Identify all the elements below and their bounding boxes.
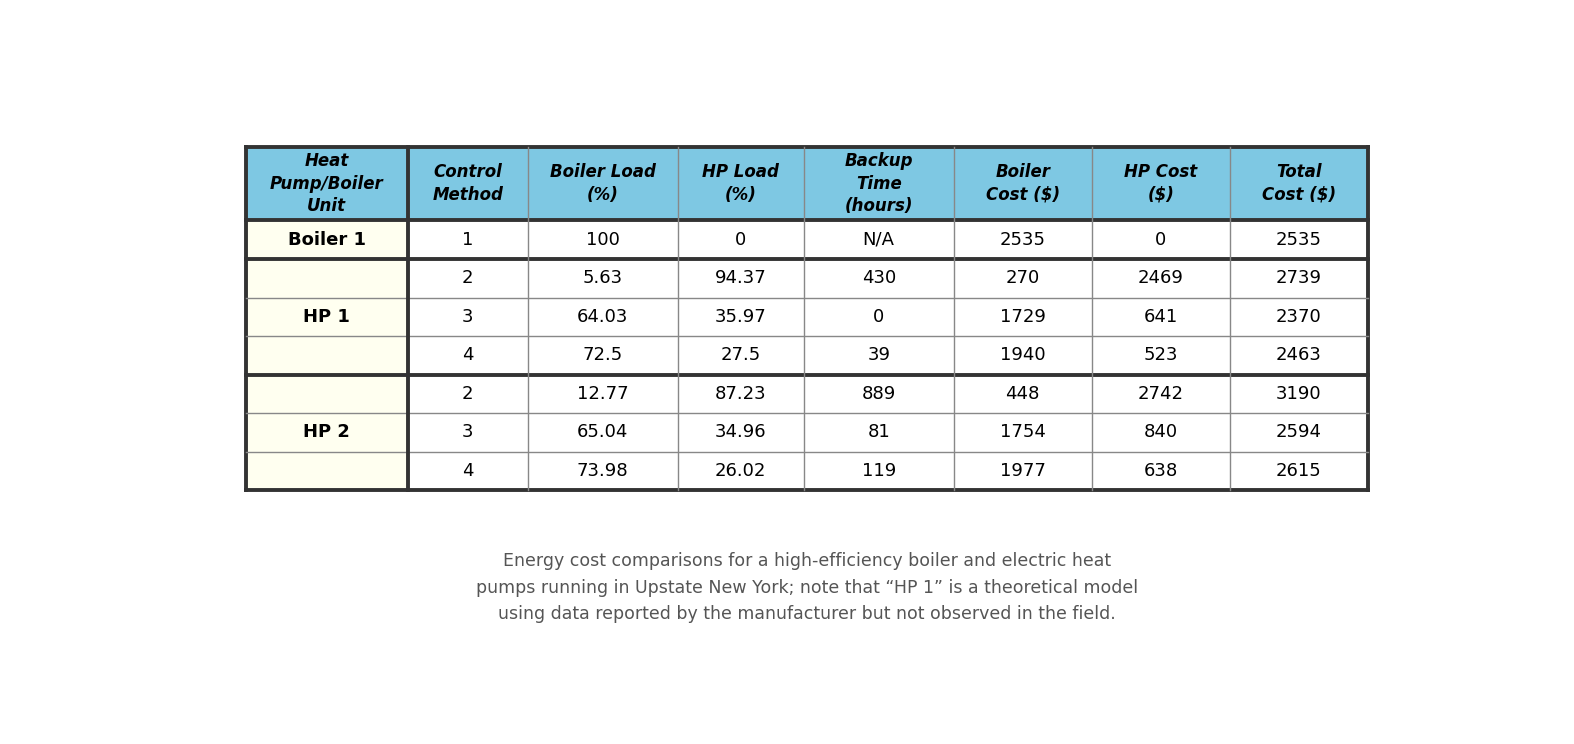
Text: Backup
Time
(hours): Backup Time (hours) [844, 153, 913, 215]
Text: 2535: 2535 [1277, 231, 1322, 248]
Text: 2739: 2739 [1277, 269, 1322, 287]
Text: 2: 2 [461, 385, 474, 403]
Text: 0: 0 [874, 308, 885, 326]
Text: HP 2: HP 2 [304, 423, 349, 441]
Text: Energy cost comparisons for a high-efficiency boiler and electric heat
pumps run: Energy cost comparisons for a high-effic… [475, 552, 1138, 623]
Text: 2469: 2469 [1138, 269, 1184, 287]
Text: Boiler 1: Boiler 1 [288, 231, 365, 248]
Text: 100: 100 [586, 231, 620, 248]
Text: 1754: 1754 [999, 423, 1045, 441]
Text: 430: 430 [861, 269, 896, 287]
Text: 73.98: 73.98 [576, 462, 628, 480]
Text: 641: 641 [1144, 308, 1177, 326]
Text: 1940: 1940 [999, 347, 1045, 365]
Text: 1: 1 [461, 231, 474, 248]
Text: 0: 0 [1155, 231, 1166, 248]
Text: 39: 39 [867, 347, 891, 365]
Text: Total
Cost ($): Total Cost ($) [1262, 164, 1336, 204]
Text: N/A: N/A [863, 231, 894, 248]
Bar [408, 220, 527, 490]
Text: 94.37: 94.37 [715, 269, 767, 287]
Text: 65.04: 65.04 [578, 423, 628, 441]
Text: 889: 889 [861, 385, 896, 403]
Text: 1977: 1977 [999, 462, 1045, 480]
Text: Heat
Pump/Boiler
Unit: Heat Pump/Boiler Unit [269, 153, 384, 215]
Text: 87.23: 87.23 [715, 385, 767, 403]
Text: HP Cost
($): HP Cost ($) [1124, 164, 1198, 204]
Text: 523: 523 [1143, 347, 1177, 365]
Text: 2594: 2594 [1277, 423, 1322, 441]
Text: 5.63: 5.63 [582, 269, 623, 287]
Text: Control
Method: Control Method [433, 164, 504, 204]
Text: 26.02: 26.02 [715, 462, 767, 480]
Text: 840: 840 [1144, 423, 1177, 441]
Text: 27.5: 27.5 [721, 347, 760, 365]
Text: Boiler Load
(%): Boiler Load (%) [549, 164, 655, 204]
Text: 448: 448 [1006, 385, 1040, 403]
Text: 2463: 2463 [1277, 347, 1322, 365]
Text: 638: 638 [1144, 462, 1177, 480]
Text: 2535: 2535 [999, 231, 1045, 248]
Text: 2: 2 [461, 269, 474, 287]
Text: 34.96: 34.96 [715, 423, 767, 441]
Text: 3: 3 [461, 423, 474, 441]
Text: HP 1: HP 1 [304, 308, 349, 326]
Text: 3: 3 [461, 308, 474, 326]
Text: 72.5: 72.5 [582, 347, 623, 365]
Text: 2615: 2615 [1277, 462, 1322, 480]
Text: 0: 0 [735, 231, 746, 248]
Text: 4: 4 [461, 462, 474, 480]
Text: 81: 81 [867, 423, 889, 441]
Text: 2370: 2370 [1277, 308, 1322, 326]
Text: 12.77: 12.77 [576, 385, 628, 403]
Text: HP Load
(%): HP Load (%) [702, 164, 779, 204]
Text: 4: 4 [461, 347, 474, 365]
Text: 119: 119 [861, 462, 896, 480]
Text: 2742: 2742 [1138, 385, 1184, 403]
Text: 35.97: 35.97 [715, 308, 767, 326]
Text: 64.03: 64.03 [578, 308, 628, 326]
Text: Boiler
Cost ($): Boiler Cost ($) [985, 164, 1059, 204]
Text: 3190: 3190 [1277, 385, 1322, 403]
Text: 270: 270 [1006, 269, 1040, 287]
Text: 1729: 1729 [999, 308, 1045, 326]
